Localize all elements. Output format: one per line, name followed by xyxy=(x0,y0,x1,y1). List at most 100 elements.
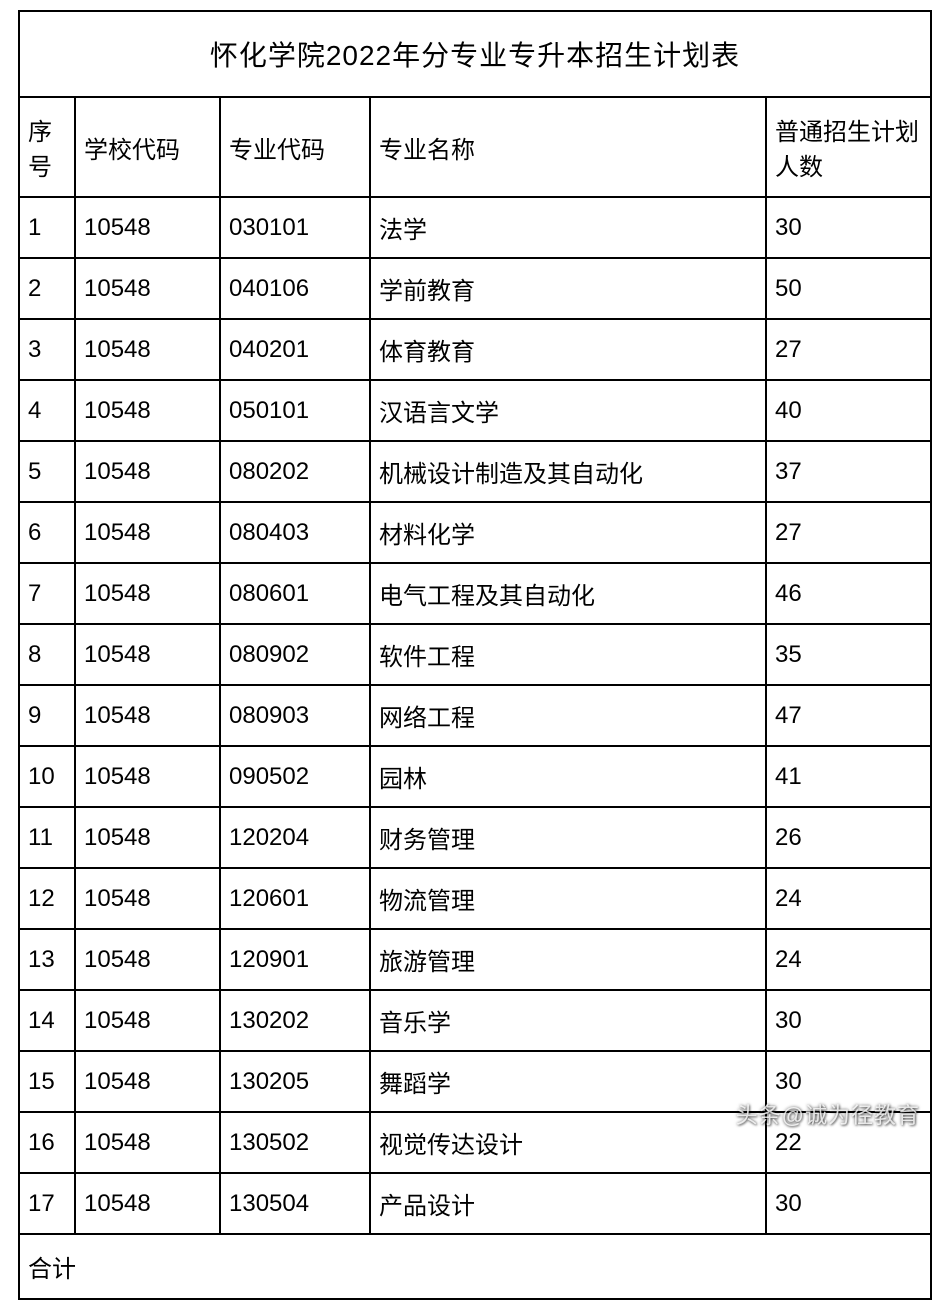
cell-major-name: 园林 xyxy=(370,746,766,807)
table-row: 4 10548 050101 汉语言文学 40 xyxy=(19,380,931,441)
cell-major-name: 材料化学 xyxy=(370,502,766,563)
cell-count: 41 xyxy=(766,746,931,807)
table-row: 12 10548 120601 物流管理 24 xyxy=(19,868,931,929)
cell-major-name: 电气工程及其自动化 xyxy=(370,563,766,624)
table-row: 14 10548 130202 音乐学 30 xyxy=(19,990,931,1051)
cell-index: 14 xyxy=(19,990,75,1051)
cell-count: 37 xyxy=(766,441,931,502)
watermark-text: 头条@诚为径教育 xyxy=(736,1098,920,1130)
cell-major-name: 视觉传达设计 xyxy=(370,1112,766,1173)
cell-count: 35 xyxy=(766,624,931,685)
cell-count: 24 xyxy=(766,929,931,990)
table-title-row: 怀化学院2022年分专业专升本招生计划表 xyxy=(19,11,931,97)
table-row: 10 10548 090502 园林 41 xyxy=(19,746,931,807)
cell-school-code: 10548 xyxy=(75,502,220,563)
cell-major-code: 120601 xyxy=(220,868,370,929)
cell-major-name: 财务管理 xyxy=(370,807,766,868)
cell-major-code: 130205 xyxy=(220,1051,370,1112)
cell-major-name: 软件工程 xyxy=(370,624,766,685)
cell-school-code: 10548 xyxy=(75,624,220,685)
cell-index: 5 xyxy=(19,441,75,502)
cell-count: 50 xyxy=(766,258,931,319)
cell-major-code: 040201 xyxy=(220,319,370,380)
cell-school-code: 10548 xyxy=(75,990,220,1051)
table-row: 1 10548 030101 法学 30 xyxy=(19,197,931,258)
table-row: 17 10548 130504 产品设计 30 xyxy=(19,1173,931,1234)
table-row: 2 10548 040106 学前教育 50 xyxy=(19,258,931,319)
cell-major-name: 体育教育 xyxy=(370,319,766,380)
cell-count: 46 xyxy=(766,563,931,624)
table-total-row: 合计 xyxy=(19,1234,931,1299)
cell-major-name: 网络工程 xyxy=(370,685,766,746)
total-label: 合计 xyxy=(19,1234,931,1299)
cell-index: 6 xyxy=(19,502,75,563)
table-row: 9 10548 080903 网络工程 47 xyxy=(19,685,931,746)
table-row: 6 10548 080403 材料化学 27 xyxy=(19,502,931,563)
cell-major-code: 080903 xyxy=(220,685,370,746)
cell-major-name: 学前教育 xyxy=(370,258,766,319)
cell-index: 2 xyxy=(19,258,75,319)
header-count: 普通招生计划人数 xyxy=(766,97,931,197)
table-row: 11 10548 120204 财务管理 26 xyxy=(19,807,931,868)
cell-major-code: 080902 xyxy=(220,624,370,685)
cell-count: 30 xyxy=(766,990,931,1051)
cell-count: 27 xyxy=(766,502,931,563)
cell-school-code: 10548 xyxy=(75,868,220,929)
table-title: 怀化学院2022年分专业专升本招生计划表 xyxy=(19,11,931,97)
cell-school-code: 10548 xyxy=(75,441,220,502)
cell-school-code: 10548 xyxy=(75,380,220,441)
cell-school-code: 10548 xyxy=(75,1173,220,1234)
header-school-code: 学校代码 xyxy=(75,97,220,197)
cell-index: 16 xyxy=(19,1112,75,1173)
cell-index: 13 xyxy=(19,929,75,990)
cell-major-code: 080403 xyxy=(220,502,370,563)
cell-school-code: 10548 xyxy=(75,197,220,258)
header-index: 序号 xyxy=(19,97,75,197)
cell-index: 10 xyxy=(19,746,75,807)
table-row: 3 10548 040201 体育教育 27 xyxy=(19,319,931,380)
cell-school-code: 10548 xyxy=(75,1051,220,1112)
cell-major-code: 080601 xyxy=(220,563,370,624)
cell-school-code: 10548 xyxy=(75,807,220,868)
cell-major-code: 120204 xyxy=(220,807,370,868)
cell-count: 40 xyxy=(766,380,931,441)
cell-school-code: 10548 xyxy=(75,319,220,380)
cell-index: 9 xyxy=(19,685,75,746)
cell-school-code: 10548 xyxy=(75,746,220,807)
cell-count: 27 xyxy=(766,319,931,380)
cell-index: 15 xyxy=(19,1051,75,1112)
cell-school-code: 10548 xyxy=(75,929,220,990)
cell-major-code: 130202 xyxy=(220,990,370,1051)
cell-major-code: 050101 xyxy=(220,380,370,441)
cell-major-code: 040106 xyxy=(220,258,370,319)
cell-count: 30 xyxy=(766,1173,931,1234)
table-row: 8 10548 080902 软件工程 35 xyxy=(19,624,931,685)
cell-index: 7 xyxy=(19,563,75,624)
table-row: 7 10548 080601 电气工程及其自动化 46 xyxy=(19,563,931,624)
cell-major-code: 030101 xyxy=(220,197,370,258)
header-major-name: 专业名称 xyxy=(370,97,766,197)
table-row: 5 10548 080202 机械设计制造及其自动化 37 xyxy=(19,441,931,502)
cell-major-code: 090502 xyxy=(220,746,370,807)
cell-count: 47 xyxy=(766,685,931,746)
cell-index: 12 xyxy=(19,868,75,929)
cell-count: 30 xyxy=(766,197,931,258)
cell-school-code: 10548 xyxy=(75,258,220,319)
cell-index: 8 xyxy=(19,624,75,685)
cell-index: 1 xyxy=(19,197,75,258)
table-header-row: 序号 学校代码 专业代码 专业名称 普通招生计划人数 xyxy=(19,97,931,197)
header-major-code: 专业代码 xyxy=(220,97,370,197)
cell-major-code: 130504 xyxy=(220,1173,370,1234)
cell-school-code: 10548 xyxy=(75,685,220,746)
cell-major-name: 舞蹈学 xyxy=(370,1051,766,1112)
table-row: 13 10548 120901 旅游管理 24 xyxy=(19,929,931,990)
cell-index: 11 xyxy=(19,807,75,868)
cell-school-code: 10548 xyxy=(75,1112,220,1173)
cell-major-name: 音乐学 xyxy=(370,990,766,1051)
cell-count: 26 xyxy=(766,807,931,868)
cell-index: 4 xyxy=(19,380,75,441)
cell-major-name: 物流管理 xyxy=(370,868,766,929)
cell-major-name: 法学 xyxy=(370,197,766,258)
cell-major-name: 旅游管理 xyxy=(370,929,766,990)
cell-index: 3 xyxy=(19,319,75,380)
